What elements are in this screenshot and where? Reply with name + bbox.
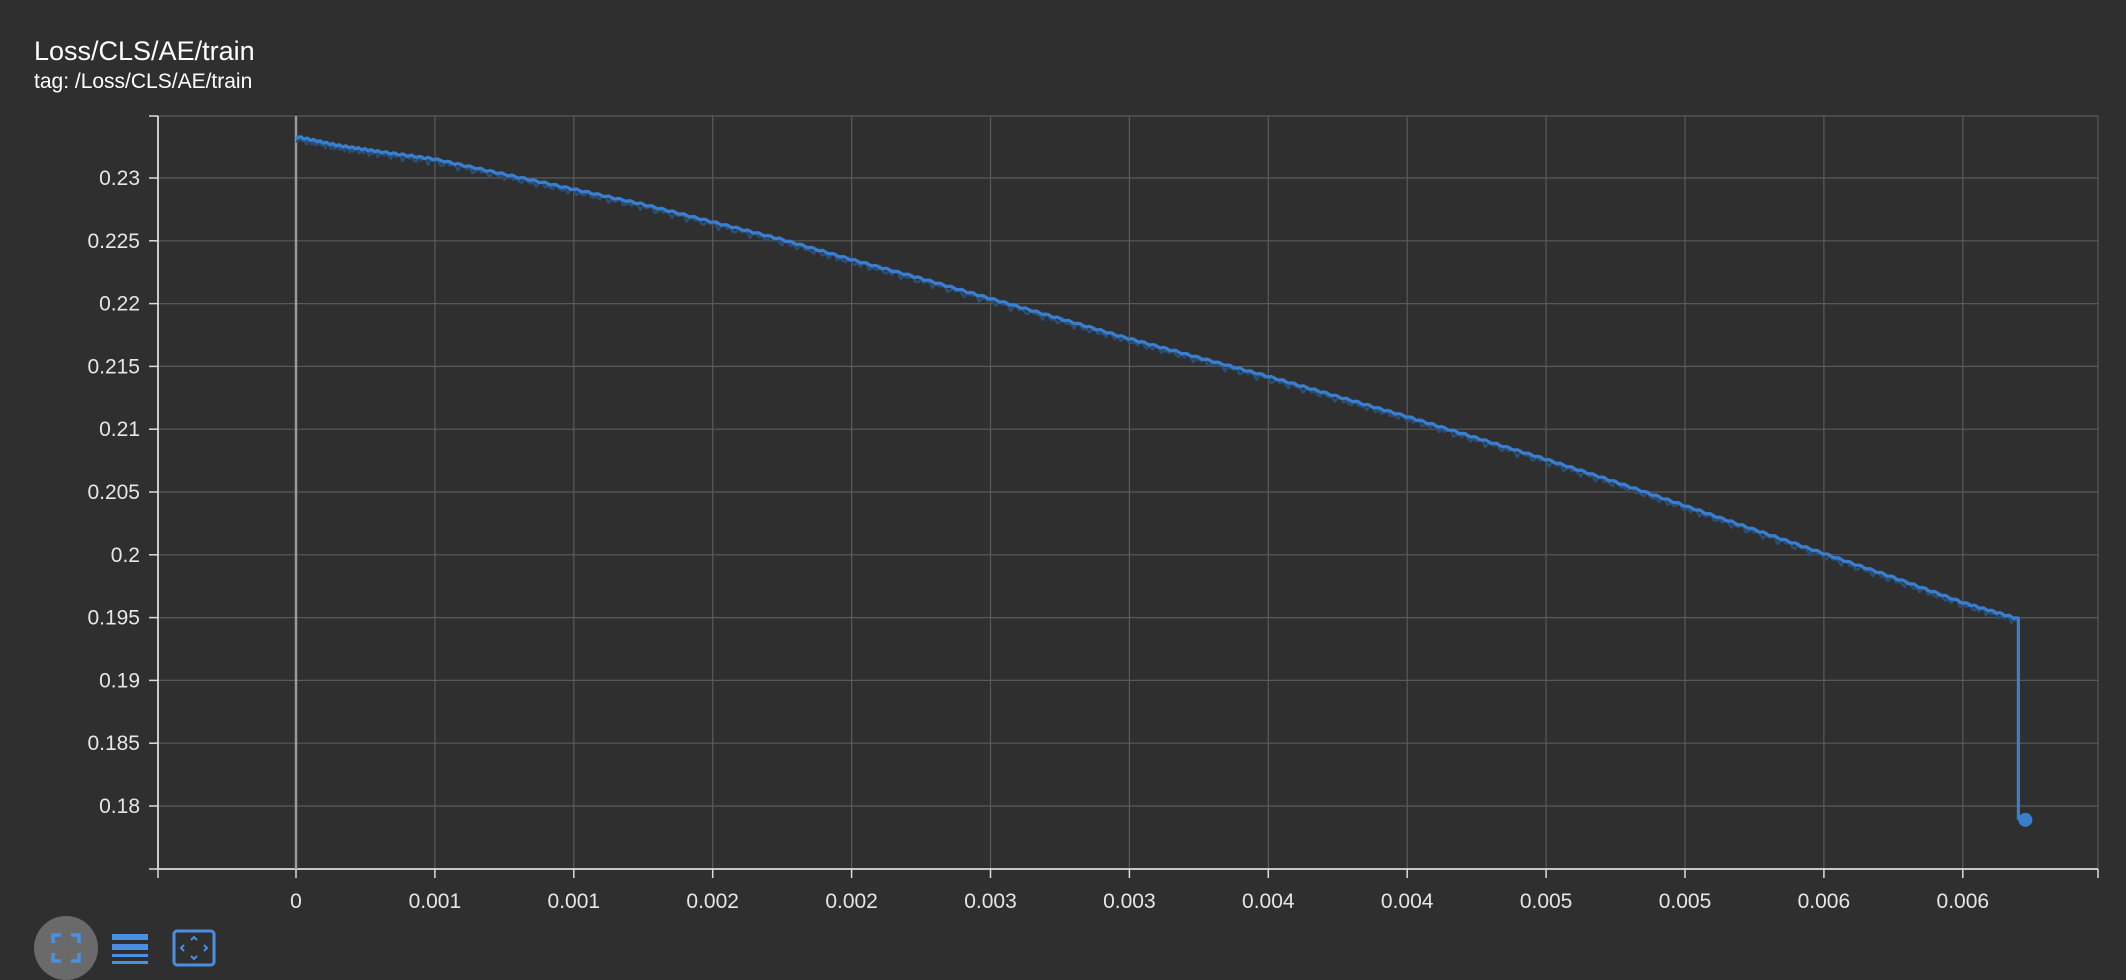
series-line	[295, 135, 2020, 820]
chart-title: Loss/CLS/AE/train	[34, 36, 255, 66]
x-axis-ticks: 0 0.001 0.001 0.002 0.002 0.003 0.003 0.004 0.00…	[157, 869, 2099, 912]
grid	[158, 115, 2099, 869]
y-tick-label: 0.185	[87, 732, 140, 755]
x-tick-label: 0.006	[1798, 890, 1851, 912]
y-tick-label: 0.19	[99, 669, 140, 692]
toggle-log-scale-button[interactable]	[98, 916, 162, 980]
y-tick-label: 0.215	[87, 355, 140, 378]
y-tick-label: 0.225	[87, 230, 140, 253]
x-tick-label: 0.001	[409, 890, 462, 912]
x-tick-label: 0.003	[964, 890, 1017, 912]
lines-icon	[112, 934, 148, 964]
y-tick-label: 0.21	[99, 418, 140, 441]
x-tick-label: 0.002	[825, 890, 878, 912]
last-point-marker	[2018, 812, 2033, 827]
x-tick-label: 0.001	[548, 890, 601, 912]
x-tick-label: 0.002	[686, 890, 739, 912]
y-tick-label: 0.22	[99, 293, 140, 316]
expand-chart-button[interactable]	[162, 916, 226, 980]
y-tick-label: 0.18	[99, 795, 140, 818]
y-axis-ticks: 0.23 0.225 0.22 0.215 0.21 0.205 0.2 0.195 0.19 0…	[87, 115, 158, 870]
x-tick-label: 0.005	[1520, 890, 1573, 912]
raw-series-line	[295, 135, 2019, 625]
x-tick-label: 0.005	[1659, 890, 1712, 912]
fit-domain-button[interactable]	[34, 916, 98, 980]
line-chart[interactable]: 0.23 0.225 0.22 0.215 0.21 0.205 0.2 0.195 0.19 0…	[0, 0, 2126, 912]
x-tick-label: 0.004	[1242, 890, 1295, 912]
y-tick-label: 0.205	[87, 481, 140, 504]
x-tick-label: 0	[290, 890, 302, 912]
x-tick-label: 0.003	[1103, 890, 1156, 912]
y-tick-label: 0.2	[111, 544, 140, 567]
x-tick-label: 0.004	[1381, 890, 1434, 912]
chart-tag: tag: /Loss/CLS/AE/train	[34, 70, 253, 93]
x-tick-label: 0.006	[1937, 890, 1990, 912]
fit-to-domain-icon	[51, 933, 81, 963]
expand-icon	[172, 929, 216, 967]
y-tick-label: 0.23	[99, 167, 140, 190]
chart-toolbar	[34, 916, 226, 980]
y-tick-label: 0.195	[87, 607, 140, 630]
series	[295, 135, 2033, 827]
